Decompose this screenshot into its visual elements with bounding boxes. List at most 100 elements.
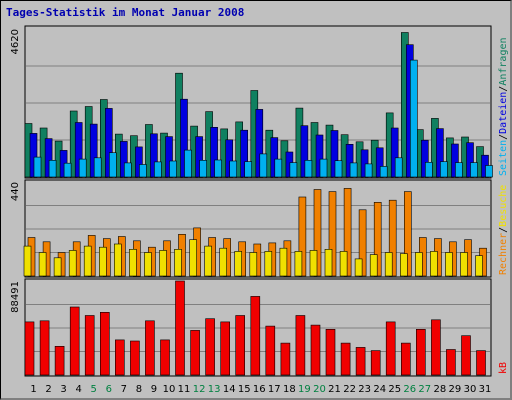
legend-dateien: Dateien xyxy=(498,92,509,134)
scale-label-visits: 440 xyxy=(10,182,21,201)
bar-kb-day-23 xyxy=(355,347,366,376)
bar-rechner-day-3 xyxy=(53,257,62,277)
bar-besuche-day-26 xyxy=(403,191,412,277)
chart-title: Tages-Statistik im Monat Januar 2008 xyxy=(6,6,245,19)
bar-kb-day-5 xyxy=(84,315,95,376)
bar-seiten-day-29 xyxy=(455,162,463,178)
x-label-day-27: 27 xyxy=(418,384,431,395)
bar-besuche-day-19 xyxy=(298,196,307,277)
bar-kb-day-8 xyxy=(130,340,140,376)
bar-kb-day-21 xyxy=(325,328,336,376)
bar-rechner-day-11 xyxy=(174,249,182,277)
x-label-day-10: 10 xyxy=(163,384,176,395)
bar-kb-day-15 xyxy=(235,315,245,376)
legend-sep-2: / xyxy=(498,86,509,92)
bar-kb-day-6 xyxy=(100,311,110,376)
x-label-day-9: 9 xyxy=(151,384,157,395)
bar-kb-day-26 xyxy=(400,342,411,376)
bar-rechner-day-8 xyxy=(129,249,137,277)
bar-dateien-day-11 xyxy=(180,98,188,178)
bar-seiten-day-21 xyxy=(334,160,343,178)
bar-dateien-day-14 xyxy=(225,139,233,178)
bar-rechner-day-5 xyxy=(83,245,92,277)
bar-dateien-day-19 xyxy=(300,125,309,178)
bar-kb-day-24 xyxy=(370,350,381,376)
x-label-day-31: 31 xyxy=(479,384,492,395)
bar-dateien-day-15 xyxy=(240,129,248,178)
bar-kb-day-17 xyxy=(265,325,276,376)
bar-kb-day-20 xyxy=(310,324,321,376)
bar-seiten-day-26 xyxy=(409,59,418,178)
bar-dateien-day-5 xyxy=(89,123,98,178)
bar-dateien-day-27 xyxy=(420,139,429,178)
x-label-day-25: 25 xyxy=(388,384,401,395)
bar-kb-day-1 xyxy=(24,321,35,376)
bar-rechner-day-22 xyxy=(339,251,348,277)
bar-besuche-day-21 xyxy=(328,191,337,277)
bar-dateien-day-12 xyxy=(195,136,203,178)
bar-seiten-day-31 xyxy=(485,165,493,178)
bar-dateien-day-6 xyxy=(105,108,113,178)
x-label-day-14: 14 xyxy=(223,384,236,395)
bar-kb-day-30 xyxy=(461,335,471,376)
x-label-day-8: 8 xyxy=(136,384,142,395)
bar-dateien-day-28 xyxy=(436,128,444,178)
scale-label-kb: 88491 xyxy=(10,281,21,313)
bars xyxy=(23,32,493,376)
bar-kb-day-16 xyxy=(250,296,261,376)
bar-rechner-day-10 xyxy=(159,250,167,277)
x-label-day-1: 1 xyxy=(30,384,36,395)
bar-besuche-day-23 xyxy=(358,209,367,277)
x-label-day-24: 24 xyxy=(373,384,386,395)
bar-kb-day-9 xyxy=(145,320,155,376)
bar-dateien-day-16 xyxy=(255,109,264,178)
legend-kb-group: kB xyxy=(498,362,509,374)
bar-dateien-day-8 xyxy=(135,146,143,178)
legend-rechner: Rechner xyxy=(498,233,509,275)
bar-seiten-day-22 xyxy=(349,162,358,178)
bar-besuche-day-20 xyxy=(313,189,322,277)
bar-dateien-day-1 xyxy=(29,133,38,178)
bar-seiten-day-30 xyxy=(470,162,478,178)
bar-seiten-day-5 xyxy=(93,157,102,178)
bar-kb-day-27 xyxy=(415,328,426,376)
bar-seiten-day-4 xyxy=(78,158,87,178)
x-label-day-20: 20 xyxy=(313,384,326,395)
bar-besuche-day-25 xyxy=(388,199,397,277)
bar-kb-day-18 xyxy=(280,342,291,376)
bar-seiten-day-11 xyxy=(184,149,192,178)
bar-seiten-day-20 xyxy=(319,158,328,178)
x-label-day-5: 5 xyxy=(91,384,97,395)
bar-rechner-day-6 xyxy=(99,246,107,277)
bar-rechner-day-2 xyxy=(38,252,47,277)
bar-dateien-day-25 xyxy=(390,127,399,178)
bar-kb-day-3 xyxy=(54,345,65,376)
bar-seiten-day-14 xyxy=(229,160,237,178)
bar-seiten-day-16 xyxy=(259,153,268,178)
x-label-day-21: 21 xyxy=(328,384,341,395)
bar-dateien-day-23 xyxy=(360,149,369,178)
bar-rechner-day-15 xyxy=(234,251,242,277)
bar-kb-day-4 xyxy=(69,306,80,376)
bar-kb-day-28 xyxy=(431,319,441,376)
bar-kb-day-25 xyxy=(385,321,396,376)
legend-kb: kB xyxy=(498,362,509,374)
bar-seiten-day-24 xyxy=(379,166,388,178)
x-label-day-22: 22 xyxy=(343,384,356,395)
bar-seiten-day-27 xyxy=(424,162,433,178)
legend-requests: Seiten/Dateien/Anfragen xyxy=(498,37,509,176)
bar-rechner-day-23 xyxy=(354,258,363,277)
bar-rechner-day-16 xyxy=(249,252,258,277)
legend-visits: Rechner/Besuche xyxy=(498,185,509,275)
x-label-day-18: 18 xyxy=(283,384,296,395)
bar-rechner-day-19 xyxy=(294,251,303,277)
x-label-day-23: 23 xyxy=(358,384,371,395)
scale-label-requests: 4620 xyxy=(10,29,21,54)
bar-kb-day-2 xyxy=(39,320,50,376)
bar-dateien-day-21 xyxy=(330,130,339,178)
bar-rechner-day-17 xyxy=(264,251,273,277)
bar-rechner-day-12 xyxy=(189,239,197,277)
x-label-day-15: 15 xyxy=(238,384,251,395)
bar-rechner-day-7 xyxy=(114,243,122,277)
bar-seiten-day-23 xyxy=(364,163,373,178)
